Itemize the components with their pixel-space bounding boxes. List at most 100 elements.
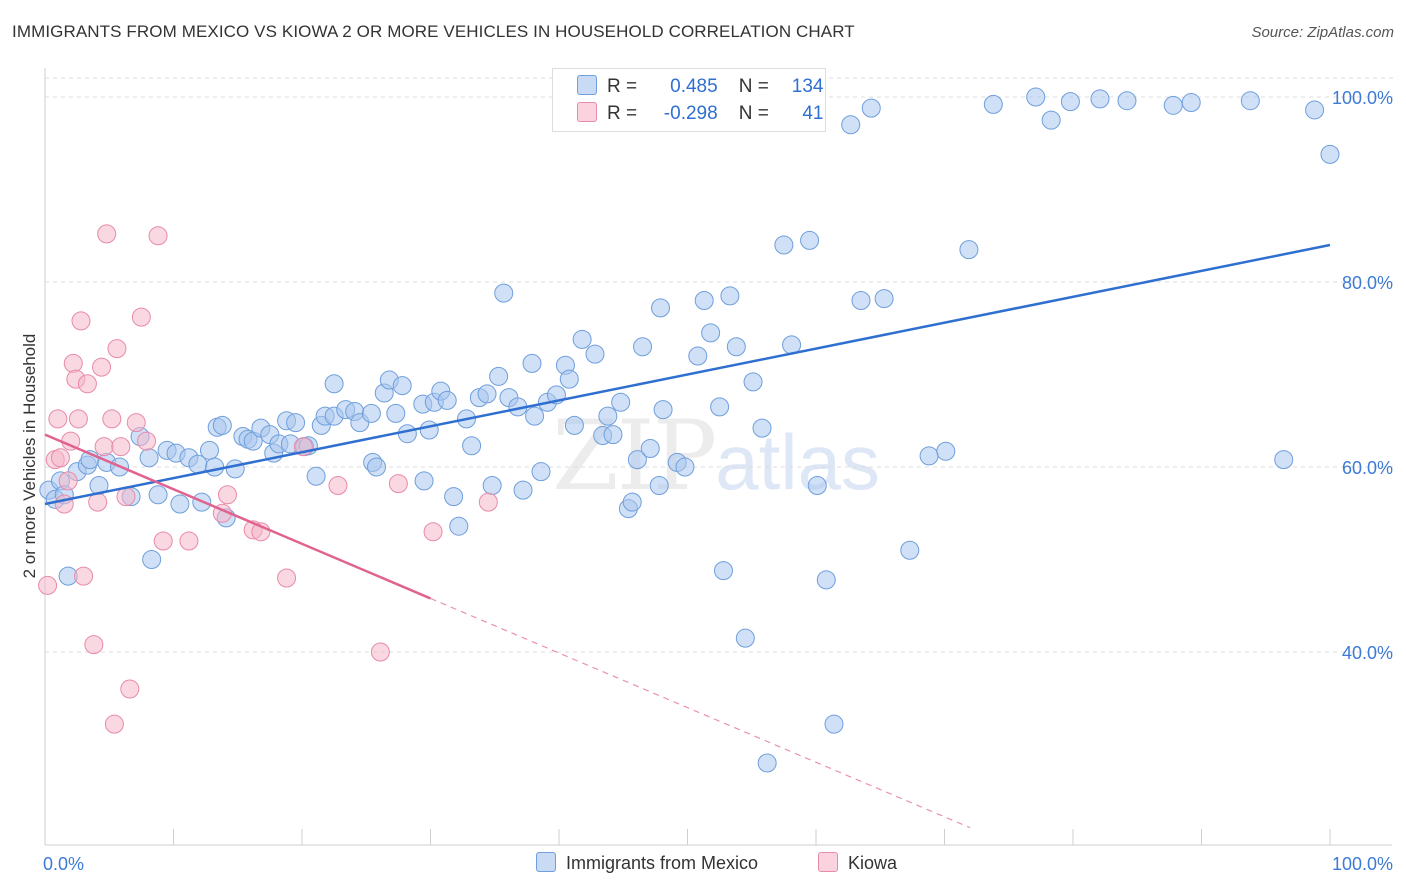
mexico-point (361, 403, 381, 423)
kiowa-point (84, 635, 104, 655)
mexico-point (462, 436, 482, 456)
mexico-point (148, 485, 168, 505)
kiowa-point (94, 437, 114, 457)
mexico-point (936, 441, 956, 461)
mexico-point (757, 753, 777, 773)
mexico-point (713, 561, 733, 581)
bottom-legend-label-kiowa: Kiowa (848, 853, 898, 873)
mexico-point (564, 415, 584, 435)
kiowa-point (107, 339, 127, 359)
mexico-point (726, 337, 746, 357)
mexico-point (437, 390, 457, 410)
legend-r-label: R = (607, 103, 638, 124)
mexico-point (774, 235, 794, 255)
mexico-point (1163, 95, 1183, 115)
mexico-point (522, 353, 542, 373)
mexico-point (653, 400, 673, 420)
mexico-point (489, 366, 509, 386)
kiowa-point (111, 437, 131, 457)
kiowa-point (131, 307, 151, 327)
mexico-point (959, 240, 979, 260)
mexico-trend-line (44, 243, 1331, 506)
kiowa-point (277, 568, 297, 588)
mexico-point (1320, 144, 1340, 164)
mexico-point (414, 471, 434, 491)
mexico-point (494, 283, 514, 303)
mexico-point (559, 369, 579, 389)
legend-swatch-mexico (577, 75, 597, 95)
mexico-point (531, 462, 551, 482)
mexico-point (306, 466, 326, 486)
mexico-point (419, 420, 439, 440)
mexico-point (449, 516, 469, 536)
mexico-point (743, 372, 763, 392)
trend-lines (44, 243, 1331, 829)
legend-swatch-kiowa (577, 102, 597, 122)
mexico-point (611, 392, 631, 412)
mexico-point (816, 570, 836, 590)
chart-title: IMMIGRANTS FROM MEXICO VS KIOWA 2 OR MOR… (12, 22, 855, 41)
legend-r-value: -0.298 (663, 103, 718, 124)
kiowa-point (63, 353, 83, 373)
mexico-point (983, 94, 1003, 114)
mexico-point (874, 289, 894, 309)
mexico-point (482, 476, 502, 495)
kiowa-point (104, 714, 124, 734)
mexico-point (1041, 110, 1061, 130)
mexico-point (572, 329, 592, 349)
mexico-point (800, 230, 820, 250)
kiowa-point (217, 485, 237, 505)
tick-labels: 40.0% 60.0% 80.0% 100.0% 0.0% 100.0% (43, 88, 1393, 874)
mexico-point (598, 406, 618, 426)
mexico-point (324, 374, 344, 394)
axes (44, 68, 1392, 846)
mexico-point (212, 415, 232, 435)
kiowa-point (388, 474, 408, 494)
mexico-point (603, 425, 623, 445)
legend-n-value: 134 (791, 76, 824, 97)
kiowa-point (153, 531, 173, 551)
legend-row-mexico: R = 0.485 N = 134 (577, 75, 823, 101)
mexico-point (139, 448, 159, 468)
mexico-point (397, 424, 417, 444)
kiowa-point (126, 413, 146, 433)
mexico-points (39, 87, 1340, 773)
mexico-point (286, 413, 306, 433)
y-tick-label: 40.0% (1342, 643, 1393, 663)
kiowa-point (97, 224, 117, 244)
mexico-point (622, 492, 642, 512)
y-tick-label: 80.0% (1342, 273, 1393, 293)
mexico-point (735, 628, 755, 648)
kiowa-point (48, 409, 68, 429)
mexico-point (525, 406, 545, 426)
kiowa-point (328, 476, 348, 495)
mexico-point (386, 403, 406, 423)
kiowa-trend-extension (430, 597, 971, 829)
mexico-point (720, 286, 740, 306)
bottom-legend-swatch-mexico (536, 852, 556, 872)
mexico-point (649, 476, 669, 495)
mexico-point (170, 494, 190, 514)
mexico-point (640, 439, 660, 458)
kiowa-trend-line (44, 433, 431, 600)
kiowa-point (102, 409, 122, 429)
kiowa-point (116, 487, 136, 507)
kiowa-point (148, 226, 168, 246)
mexico-point (142, 550, 162, 569)
kiowa-point (50, 448, 70, 468)
kiowa-point (423, 522, 443, 542)
mexico-point (477, 384, 497, 404)
mexico-point (627, 450, 647, 470)
mexico-point (633, 337, 653, 357)
bottom-legend-kiowa: Kiowa (818, 852, 897, 874)
mexico-point (225, 459, 245, 479)
mexico-point (205, 457, 225, 477)
x-tick-label: 100.0% (1332, 854, 1393, 874)
mexico-point (851, 291, 871, 310)
mexico-point (392, 376, 412, 396)
mexico-point (367, 457, 387, 477)
mexico-point (701, 323, 721, 343)
mexico-point (1240, 91, 1260, 111)
kiowa-point (478, 492, 498, 512)
kiowa-point (77, 374, 97, 394)
